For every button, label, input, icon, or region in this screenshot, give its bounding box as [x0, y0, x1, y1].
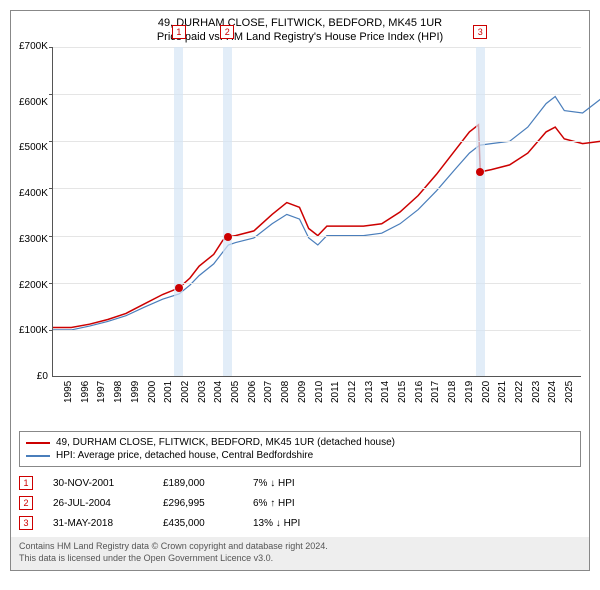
attribution-line1: Contains HM Land Registry data © Crown c…: [19, 541, 581, 553]
x-tick-label: 2004: [213, 381, 230, 419]
x-tick-label: 1998: [113, 381, 130, 419]
y-tick-mark: [49, 94, 53, 95]
x-tick-label: 2016: [414, 381, 431, 419]
sales-row: 2 26-JUL-2004 £296,995 6% ↑ HPI: [19, 493, 581, 513]
y-tick-label: £100K: [19, 326, 48, 336]
x-tick-label: 1997: [96, 381, 113, 419]
x-tick-label: 2005: [230, 381, 247, 419]
sales-marker: 1: [19, 476, 33, 490]
grid-line: [53, 47, 581, 48]
x-tick-label: 1999: [130, 381, 147, 419]
sale-marker-box: 1: [172, 25, 186, 39]
y-tick-mark: [49, 141, 53, 142]
y-tick-mark: [49, 47, 53, 48]
y-tick-label: £200K: [19, 281, 48, 291]
sale-band: [223, 47, 232, 376]
y-tick-label: £500K: [19, 143, 48, 153]
x-tick-label: 2018: [447, 381, 464, 419]
sales-delta: 6% ↑ HPI: [253, 498, 343, 509]
y-tick-label: £300K: [19, 235, 48, 245]
sale-band: [174, 47, 183, 376]
legend-row: 49, DURHAM CLOSE, FLITWICK, BEDFORD, MK4…: [26, 436, 574, 449]
plot-outer: £700K£600K£500K£400K£300K£200K£100K£0 12…: [11, 47, 589, 377]
x-tick-label: 1996: [80, 381, 97, 419]
y-tick-mark: [49, 188, 53, 189]
sale-dot: [175, 284, 183, 292]
sales-date: 30-NOV-2001: [53, 478, 143, 489]
x-tick-label: 2007: [263, 381, 280, 419]
x-tick-label: 2003: [197, 381, 214, 419]
titles: 49, DURHAM CLOSE, FLITWICK, BEDFORD, MK4…: [11, 11, 589, 47]
sales-price: £435,000: [163, 518, 233, 529]
x-tick-label: 2019: [464, 381, 481, 419]
y-tick-mark: [49, 236, 53, 237]
sale-band: [476, 47, 485, 376]
x-tick-label: 2025: [564, 381, 581, 419]
grid-line: [53, 188, 581, 189]
sales-price: £296,995: [163, 498, 233, 509]
x-tick-label: 2000: [147, 381, 164, 419]
sale-dot: [476, 168, 484, 176]
plot-area: 123: [52, 47, 581, 377]
sales-marker: 3: [19, 516, 33, 530]
x-tick-label: 2012: [347, 381, 364, 419]
y-tick-mark: [49, 283, 53, 284]
legend: 49, DURHAM CLOSE, FLITWICK, BEDFORD, MK4…: [19, 431, 581, 467]
y-tick-label: £700K: [19, 42, 48, 52]
x-axis: 1995199619971998199920002001200220032004…: [55, 377, 589, 425]
x-tick-label: 2024: [547, 381, 564, 419]
series-svg: [53, 47, 600, 377]
chart-subtitle: Price paid vs. HM Land Registry's House …: [11, 31, 589, 43]
x-tick-label: 2002: [180, 381, 197, 419]
sale-marker-box: 2: [220, 25, 234, 39]
x-tick-label: 1995: [63, 381, 80, 419]
y-tick-mark: [49, 330, 53, 331]
attribution-line2: This data is licensed under the Open Gov…: [19, 553, 581, 565]
sales-delta: 7% ↓ HPI: [253, 478, 343, 489]
x-tick-label: 2015: [397, 381, 414, 419]
x-tick-label: 2014: [380, 381, 397, 419]
sales-delta: 13% ↓ HPI: [253, 518, 343, 529]
legend-row: HPI: Average price, detached house, Cent…: [26, 449, 574, 462]
grid-line: [53, 283, 581, 284]
x-tick-label: 2017: [430, 381, 447, 419]
x-tick-label: 2020: [481, 381, 498, 419]
x-tick-label: 2009: [297, 381, 314, 419]
x-tick-label: 2013: [364, 381, 381, 419]
sales-date: 31-MAY-2018: [53, 518, 143, 529]
series-line-hpi: [53, 94, 600, 330]
y-tick-label: £600K: [19, 98, 48, 108]
sales-row: 1 30-NOV-2001 £189,000 7% ↓ HPI: [19, 473, 581, 493]
legend-swatch: [26, 442, 50, 444]
grid-line: [53, 141, 581, 142]
attribution: Contains HM Land Registry data © Crown c…: [11, 537, 589, 570]
chart-container: 49, DURHAM CLOSE, FLITWICK, BEDFORD, MK4…: [10, 10, 590, 571]
series-line-property: [53, 125, 600, 328]
sales-table: 1 30-NOV-2001 £189,000 7% ↓ HPI 2 26-JUL-2004…: [19, 473, 581, 533]
x-tick-label: 2022: [514, 381, 531, 419]
sales-row: 3 31-MAY-2018 £435,000 13% ↓ HPI: [19, 513, 581, 533]
grid-line: [53, 236, 581, 237]
x-tick-label: 2008: [280, 381, 297, 419]
grid-line: [53, 94, 581, 95]
legend-swatch: [26, 455, 50, 457]
x-tick-label: 2001: [163, 381, 180, 419]
x-tick-label: 2006: [247, 381, 264, 419]
y-axis: £700K£600K£500K£400K£300K£200K£100K£0: [19, 47, 52, 377]
x-tick-label: 2021: [497, 381, 514, 419]
x-tick-label: 2011: [330, 381, 347, 419]
x-tick-label: 2010: [314, 381, 331, 419]
sale-dot: [224, 233, 232, 241]
legend-label: HPI: Average price, detached house, Cent…: [56, 450, 313, 461]
sales-date: 26-JUL-2004: [53, 498, 143, 509]
chart-title: 49, DURHAM CLOSE, FLITWICK, BEDFORD, MK4…: [11, 17, 589, 29]
sales-marker: 2: [19, 496, 33, 510]
x-tick-label: 2023: [531, 381, 548, 419]
grid-line: [53, 330, 581, 331]
sale-marker-box: 3: [473, 25, 487, 39]
y-tick-label: £0: [19, 372, 48, 382]
legend-label: 49, DURHAM CLOSE, FLITWICK, BEDFORD, MK4…: [56, 437, 395, 448]
y-tick-label: £400K: [19, 189, 48, 199]
sales-price: £189,000: [163, 478, 233, 489]
